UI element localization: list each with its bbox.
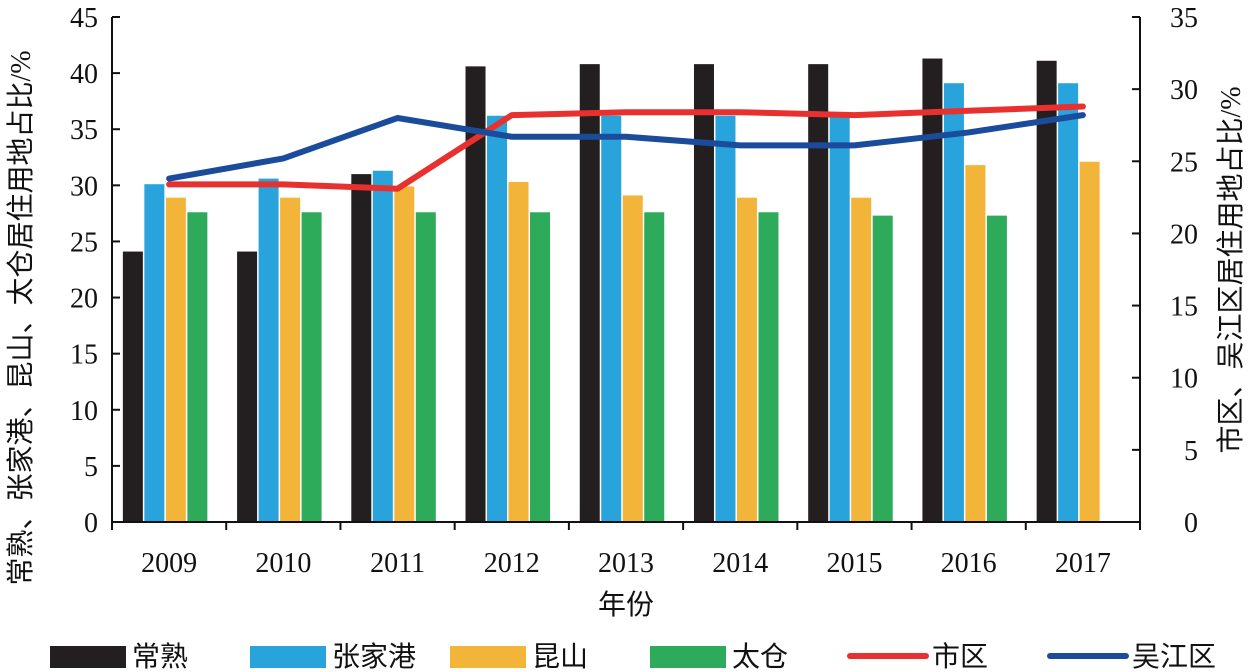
legend-swatch: [50, 646, 126, 668]
bar: [693, 64, 714, 522]
bar: [736, 197, 757, 522]
bar-series-2: [165, 161, 1100, 522]
legend-label: 吴江区: [1132, 641, 1216, 672]
left-tick-label: 10: [70, 396, 98, 427]
bar: [122, 251, 143, 523]
legend-swatch: [650, 646, 726, 668]
right-tick-label: 5: [1184, 436, 1198, 467]
x-tick-label: 2015: [826, 548, 882, 579]
left-tick-label: 5: [84, 452, 98, 483]
axes: [111, 17, 1141, 523]
right-tick-label: 35: [1170, 3, 1198, 34]
bar: [601, 115, 622, 522]
left-axis-ticks: 0 5 10 15 20 25 30 35 40 45: [70, 3, 120, 539]
bar: [508, 181, 529, 522]
legend-item: 吴江区: [1047, 641, 1216, 672]
bar: [644, 212, 665, 522]
bar: [465, 66, 486, 522]
legend: 常熟 张家港 昆山 太仓 市区 吴江区: [50, 641, 1216, 672]
bar: [922, 58, 943, 523]
right-axis-title: 市区、吴江区居住用地占比/%: [1215, 86, 1247, 453]
right-axis-ticks: 0 5 10 15 20 25 30 35: [1132, 3, 1198, 539]
bar: [415, 212, 436, 522]
bar: [165, 197, 186, 522]
bar-series-1: [144, 83, 1079, 522]
legend-item: 太仓: [650, 641, 788, 672]
legend-item: 昆山: [450, 641, 588, 672]
bar: [187, 212, 208, 522]
bar: [1058, 83, 1079, 522]
bar: [851, 197, 872, 522]
bar: [1036, 60, 1057, 523]
bar: [237, 251, 258, 523]
right-tick-label: 0: [1184, 508, 1198, 539]
left-tick-label: 25: [70, 227, 98, 258]
bar-series-3: [187, 212, 1007, 522]
bar: [530, 212, 551, 522]
x-tick-label: 2016: [941, 548, 997, 579]
x-tick-label: 2011: [370, 548, 425, 579]
legend-label: 张家港: [332, 641, 416, 672]
bar: [758, 212, 779, 522]
bar: [351, 174, 372, 522]
legend-label: 太仓: [732, 641, 788, 672]
bar: [372, 170, 393, 522]
left-tick-label: 45: [70, 3, 98, 34]
bar: [280, 197, 301, 522]
left-tick-label: 35: [70, 115, 98, 146]
bar: [394, 186, 415, 522]
line-series-0: [166, 103, 1086, 192]
legend-label: 市区: [932, 641, 988, 672]
bar: [986, 215, 1007, 522]
legend-swatch: [450, 646, 526, 668]
bar: [829, 115, 850, 522]
bar: [144, 184, 165, 522]
legend-item: 常熟: [50, 641, 188, 672]
line-series-1: [166, 112, 1086, 182]
bar: [943, 83, 964, 522]
left-tick-label: 15: [70, 340, 98, 371]
bar: [715, 115, 736, 522]
left-axis-title: 常熟、张家港、昆山、太仓居住用地占比/%: [5, 50, 37, 585]
bar: [487, 115, 508, 522]
right-tick-label: 25: [1170, 147, 1198, 178]
bar: [301, 212, 322, 522]
left-tick-label: 20: [70, 284, 98, 315]
legend-item: 张家港: [250, 641, 416, 672]
right-tick-label: 15: [1170, 292, 1198, 323]
bar: [872, 215, 893, 522]
legend-swatch: [250, 646, 326, 668]
right-tick-label: 10: [1170, 364, 1198, 395]
x-tick-label: 2012: [484, 548, 540, 579]
left-tick-label: 0: [84, 508, 98, 539]
right-tick-label: 30: [1170, 75, 1198, 106]
legend-label: 常熟: [132, 641, 188, 672]
x-tick-label: 2014: [712, 548, 768, 579]
bar: [965, 165, 986, 522]
legend-label: 昆山: [532, 641, 588, 672]
x-tick-label: 2010: [255, 548, 311, 579]
left-tick-label: 30: [70, 171, 98, 202]
legend-item: 市区: [847, 641, 988, 672]
bar: [622, 195, 643, 522]
x-tick-label: 2009: [141, 548, 197, 579]
left-tick-label: 40: [70, 59, 98, 90]
plot-area: [122, 58, 1100, 523]
bar: [579, 64, 600, 522]
x-axis-ticks: 2009 2010 2011 2012 2013 2014 2015 2016 2017: [111, 522, 1141, 579]
bar: [258, 178, 279, 522]
x-tick-label: 2017: [1055, 548, 1111, 579]
right-tick-label: 20: [1170, 219, 1198, 250]
bar: [808, 64, 829, 522]
bar: [1079, 161, 1100, 522]
x-axis-title: 年份: [598, 589, 654, 621]
x-tick-label: 2013: [598, 548, 654, 579]
bar-series-0: [122, 58, 1057, 523]
